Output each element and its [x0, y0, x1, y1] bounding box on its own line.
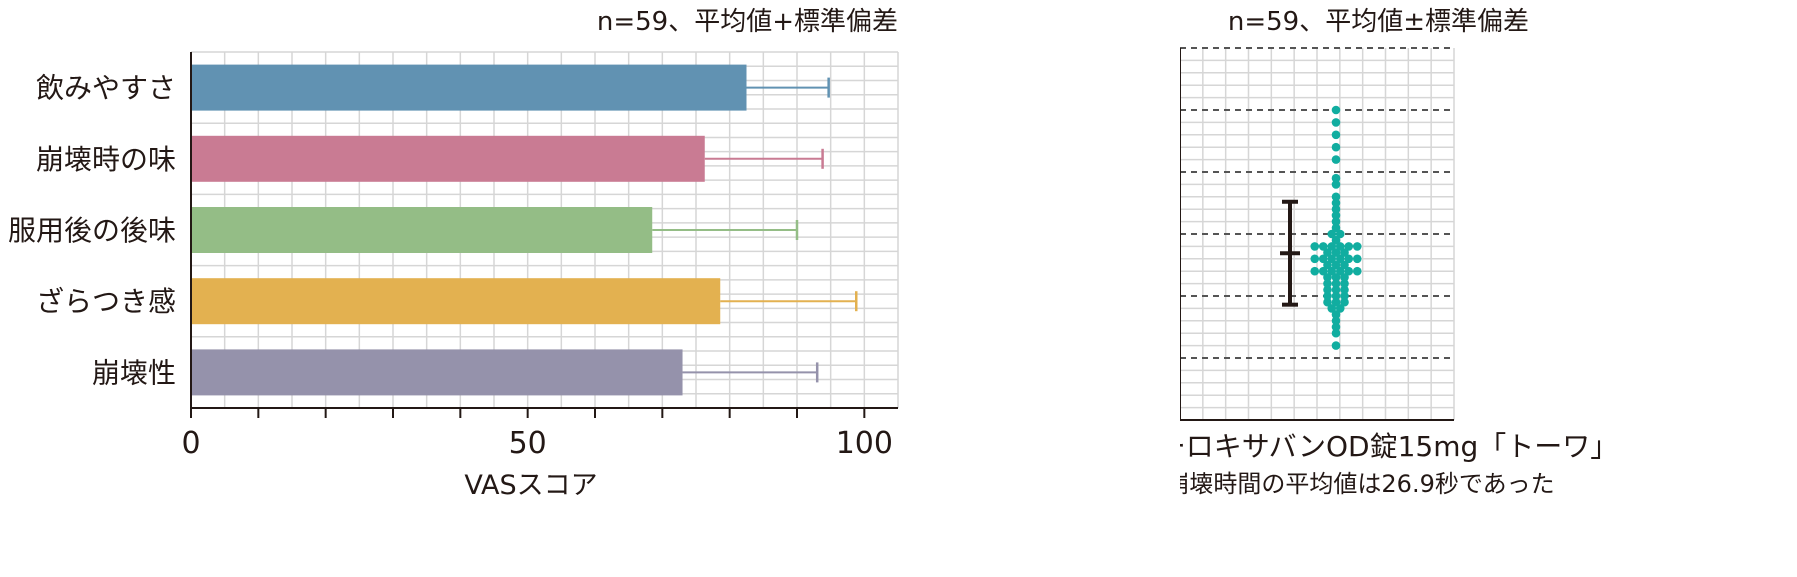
data-point	[1331, 180, 1341, 189]
data-point	[1352, 242, 1362, 251]
data-point	[1323, 285, 1332, 295]
data-point	[1331, 204, 1341, 214]
data-point	[1340, 248, 1349, 257]
data-point	[1340, 291, 1349, 301]
x-axis-label: VASスコア	[464, 470, 597, 501]
grid	[1180, 47, 1455, 420]
data-point	[1331, 192, 1341, 202]
data-point	[1327, 229, 1337, 239]
data-point	[1331, 155, 1341, 164]
category-label: 服用後の後味	[8, 214, 176, 247]
data-point	[1323, 248, 1332, 257]
data-point	[1331, 291, 1341, 301]
data-point	[1331, 341, 1341, 350]
data-point	[1323, 279, 1332, 288]
data-point	[1352, 266, 1362, 276]
data-point	[1323, 260, 1332, 270]
category-label: 崩壊時の味	[36, 143, 176, 176]
data-point	[1331, 285, 1341, 295]
x-tick-label: 0	[181, 426, 200, 461]
data-point	[1340, 260, 1349, 270]
data-point	[1331, 310, 1341, 319]
bar	[191, 349, 683, 396]
data-point	[1331, 273, 1341, 282]
chart-caption: 崩壊時間の平均値は26.9秒であった	[1180, 470, 1555, 498]
data-point	[1340, 285, 1349, 295]
data-point	[1331, 217, 1341, 226]
data-point	[1323, 291, 1332, 301]
data-point	[1331, 223, 1341, 233]
x-tick-label: 100	[836, 426, 893, 461]
data-point	[1331, 142, 1341, 152]
data-point	[1335, 229, 1345, 239]
statistics-note: n=59、平均値+標準偏差	[597, 7, 898, 37]
disintegration-dot-plot: 0102030405060崩壊時間（秒）n=59、平均値±標準偏差リバーロキサバ…	[1180, 7, 1618, 498]
data-point	[1327, 254, 1337, 264]
data-point	[1340, 279, 1349, 288]
data-point	[1331, 279, 1341, 288]
data-point	[1331, 173, 1341, 183]
x-tick-label: 50	[509, 426, 547, 461]
data-point	[1331, 297, 1341, 307]
data-point	[1331, 260, 1341, 270]
data-point	[1335, 304, 1345, 313]
statistics-note: n=59、平均値±標準偏差	[1228, 7, 1529, 37]
data-point	[1318, 242, 1328, 251]
data-point	[1318, 266, 1328, 276]
data-point	[1327, 242, 1337, 251]
data-point	[1310, 254, 1320, 264]
data-point	[1352, 254, 1362, 264]
data-point	[1318, 254, 1328, 264]
data-point	[1340, 273, 1349, 282]
data-point	[1344, 266, 1354, 276]
data-point	[1331, 105, 1341, 115]
data-point	[1340, 297, 1349, 307]
bar	[191, 278, 721, 325]
data-point	[1331, 130, 1341, 140]
bar	[191, 135, 705, 182]
data-point	[1310, 242, 1320, 251]
data-point	[1331, 198, 1341, 208]
data-point	[1344, 254, 1354, 264]
data-point	[1331, 328, 1341, 338]
data-point	[1335, 266, 1345, 276]
data-point	[1331, 322, 1341, 332]
data-point	[1327, 304, 1337, 313]
data-point	[1335, 242, 1345, 251]
data-point	[1327, 266, 1337, 276]
data-point	[1335, 254, 1345, 264]
data-point	[1331, 211, 1341, 220]
bar	[191, 207, 653, 253]
data-point	[1323, 273, 1332, 282]
data-point	[1310, 266, 1320, 276]
category-label: ざらつき感	[36, 285, 176, 318]
data-point	[1331, 316, 1341, 326]
data-point	[1331, 235, 1341, 245]
bar	[191, 64, 747, 111]
data-point	[1323, 297, 1332, 307]
category-label: リバーロキサバンOD錠15mg「トーワ」	[1180, 430, 1618, 463]
category-label: 飲みやすさ	[36, 72, 176, 105]
category-label: 崩壊性	[92, 356, 176, 389]
data-point	[1344, 242, 1354, 251]
data-point	[1331, 248, 1341, 257]
data-point	[1331, 118, 1341, 127]
